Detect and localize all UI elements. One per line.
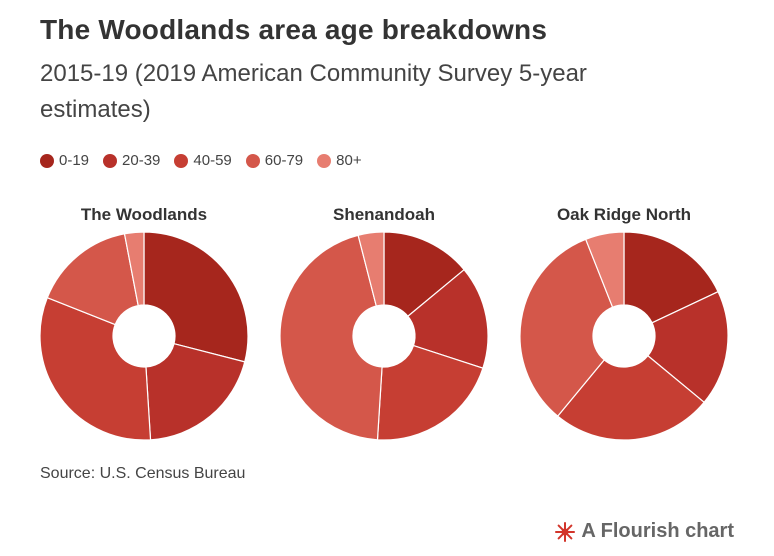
donut-slice-20-39[interactable] xyxy=(407,268,489,369)
donut-slice-0-19[interactable] xyxy=(383,231,465,318)
legend-label: 0-19 xyxy=(59,152,90,169)
donut-slice-40-59[interactable] xyxy=(556,354,705,441)
flourish-label: A Flourish chart xyxy=(581,520,734,542)
donut-shenandoah xyxy=(279,231,489,441)
donut-slice-60-79[interactable] xyxy=(519,238,614,417)
legend-swatch xyxy=(40,153,54,168)
legend: 0-19 20-39 40-59 60-79 80+ xyxy=(40,152,362,169)
donut-slice-80-plus[interactable] xyxy=(123,231,145,307)
legend-swatch xyxy=(103,153,118,168)
legend-item-60-79[interactable]: 60-79 xyxy=(245,152,304,169)
donut-slice-0-19[interactable] xyxy=(623,231,719,324)
donut-title-shenandoah: Shenandoah xyxy=(332,205,435,224)
chart-title: The Woodlands area age breakdowns xyxy=(40,14,548,45)
donut-slice-80-plus[interactable] xyxy=(584,231,625,308)
donut-slice-20-39[interactable] xyxy=(647,290,729,404)
flourish-credit[interactable]: A Flourish chart xyxy=(555,520,734,543)
source-note: Source: U.S. Census Bureau xyxy=(40,465,246,482)
legend-item-40-59[interactable]: 40-59 xyxy=(174,152,232,169)
legend-swatch xyxy=(317,153,332,168)
donut-title-oak-ridge-north: Oak Ridge North xyxy=(556,205,692,224)
donut-slice-40-59[interactable] xyxy=(39,296,152,441)
donut-slice-0-19[interactable] xyxy=(143,231,249,363)
legend-swatch xyxy=(245,153,260,168)
legend-swatch xyxy=(174,153,189,168)
legend-label: 20-39 xyxy=(122,152,161,169)
donut-slice-80-plus[interactable] xyxy=(357,231,385,307)
legend-label: 40-59 xyxy=(193,152,232,169)
donut-title-the-woodlands: The Woodlands xyxy=(80,205,208,224)
donut-slice-40-59[interactable] xyxy=(376,344,484,441)
legend-label: 60-79 xyxy=(264,152,304,169)
legend-label: 80+ xyxy=(336,152,362,169)
legend-item-0-19[interactable]: 0-19 xyxy=(40,152,89,169)
donut-slice-60-79[interactable] xyxy=(279,234,383,441)
legend-item-80-plus[interactable]: 80+ xyxy=(317,152,362,169)
legend-item-20-39[interactable]: 20-39 xyxy=(103,152,160,169)
donut-slice-60-79[interactable] xyxy=(46,233,139,326)
donut-slice-20-39[interactable] xyxy=(145,342,246,441)
donut-the-woodlands xyxy=(39,231,249,441)
donut-oak-ridge-north xyxy=(519,231,729,441)
chart-subtitle: 2015-19 (2019 American Community Survey … xyxy=(40,60,587,123)
flourish-burst-icon xyxy=(555,521,576,542)
